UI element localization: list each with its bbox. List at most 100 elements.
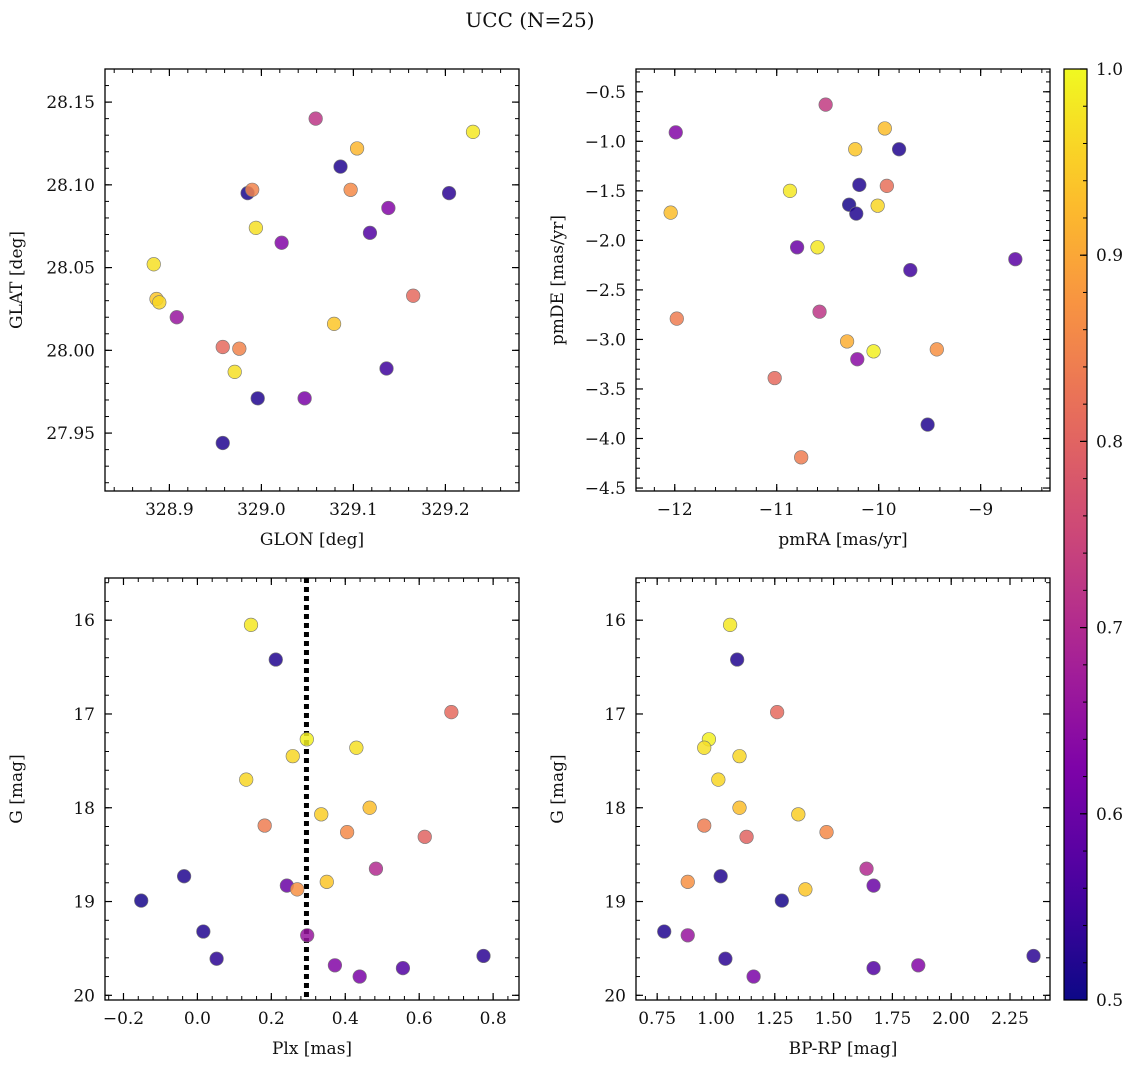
data-point [245, 182, 260, 197]
data-point [134, 893, 149, 908]
x-tick-label: 329.0 [237, 500, 286, 520]
data-point [177, 869, 192, 884]
data-point [343, 182, 358, 197]
colorbar-tick-label: 1.0 [1096, 60, 1123, 80]
x-axis-label: Plx [mas] [272, 1039, 352, 1059]
y-tick-label: −0.5 [585, 83, 626, 103]
data-point [232, 341, 247, 356]
data-point [300, 928, 315, 943]
data-point [739, 829, 754, 844]
ticks: −0.2 0.0 0.2 0.4 0.6 0.8 16 17 18 19 20 [73, 578, 519, 1029]
y-tick-label: −4.0 [585, 429, 626, 449]
data-point [268, 652, 283, 667]
data-point [767, 370, 782, 386]
y-tick-label: 28.05 [46, 259, 95, 279]
scatter-points [663, 97, 1023, 465]
y-tick-label: 18 [73, 799, 95, 819]
x-tick-label: −9 [968, 500, 993, 520]
x-tick-label: 0.2 [258, 1009, 285, 1029]
data-point [395, 961, 411, 976]
data-point [243, 617, 259, 632]
data-point [812, 304, 827, 319]
data-point [1026, 948, 1041, 964]
x-axis-label: pmRA [mas/yr] [778, 530, 907, 550]
y-tick-label: 20 [604, 986, 626, 1006]
data-point [362, 225, 378, 240]
ticks: 328.9 329.0 329.1 329.2 27.95 28.00 28.05 28.10… [46, 68, 520, 520]
data-point [196, 924, 211, 939]
axes-frame [635, 68, 1051, 492]
y-tick-label: −1.0 [585, 132, 626, 152]
x-tick-label: 2.25 [991, 1009, 1029, 1029]
colorbar-tick-label: 0.5 [1096, 991, 1123, 1011]
x-tick-label: −0.2 [103, 1009, 144, 1029]
y-axis-label: G [mag] [7, 754, 27, 823]
data-point [732, 749, 747, 764]
data-point [848, 142, 863, 157]
x-tick-label: 0.75 [638, 1009, 676, 1029]
x-tick-label: 0.0 [184, 1009, 211, 1029]
figure-title: UCC (N=25) [465, 8, 594, 32]
data-point [782, 183, 798, 198]
y-tick-label: 20 [73, 986, 95, 1006]
data-point [877, 121, 892, 136]
y-tick-label: −4.5 [585, 479, 626, 499]
data-point [297, 391, 312, 406]
y-tick-label: 19 [604, 893, 626, 913]
y-tick-label: −3.0 [585, 330, 626, 350]
data-point [314, 807, 329, 822]
y-tick-label: 16 [604, 611, 626, 631]
data-point [859, 861, 874, 876]
data-point [791, 807, 806, 822]
data-point [798, 882, 813, 897]
y-tick-label: 28.00 [46, 341, 95, 361]
y-axis-label: pmDE [mas/yr] [548, 215, 568, 345]
data-point [870, 198, 885, 213]
data-point [680, 874, 695, 889]
data-point [146, 257, 161, 272]
data-point [209, 951, 224, 966]
data-point [849, 206, 864, 221]
data-point [818, 97, 833, 112]
x-axis-label: BP-RP [mag] [789, 1039, 898, 1059]
data-point [929, 342, 944, 357]
data-point [718, 951, 733, 966]
data-point [810, 240, 825, 255]
data-point [379, 361, 394, 376]
data-point [790, 240, 805, 255]
y-tick-label: 18 [604, 799, 626, 819]
data-point [417, 829, 432, 844]
data-point [308, 111, 323, 126]
data-point [852, 177, 867, 193]
data-point [668, 125, 683, 140]
data-point [248, 220, 263, 235]
data-point [333, 159, 348, 174]
axes-frame [635, 577, 1051, 1001]
data-point [794, 450, 809, 465]
colorbar: 0.5 0.6 0.7 0.8 0.9 1.0 [1063, 60, 1123, 1011]
ticks: −12 −11 −10 −9 −4.5 −4.0 −3.5 −3.0 −2.5 −2.0 −1.5 −… [585, 69, 1050, 520]
data-point [352, 969, 367, 984]
y-tick-label: 19 [73, 893, 95, 913]
y-tick-label: −3.5 [585, 380, 626, 400]
data-point [349, 740, 364, 755]
data-point [713, 869, 728, 884]
data-point [444, 705, 459, 720]
data-point [368, 861, 384, 876]
data-point [730, 652, 745, 667]
x-tick-label: 329.1 [329, 500, 378, 520]
y-tick-label: 27.95 [46, 424, 95, 444]
data-point [327, 958, 343, 973]
x-tick-label: 2.00 [932, 1009, 970, 1029]
data-point [722, 617, 738, 632]
data-point [866, 961, 881, 976]
panels: 328.9 329.0 329.1 329.2 27.95 28.00 28.05 28.10… [7, 68, 1051, 1059]
data-point [839, 334, 855, 349]
panel-1: 328.9 329.0 329.1 329.2 27.95 28.00 28.05 28.10… [7, 68, 520, 550]
colorbar-gradient [1063, 68, 1088, 1001]
panel-3: −0.2 0.0 0.2 0.4 0.6 0.8 16 17 18 19 20 Plx [mas] G … [7, 577, 520, 1059]
data-point [215, 339, 230, 355]
y-axis-label: GLAT [deg] [7, 231, 27, 329]
data-point [476, 948, 491, 964]
